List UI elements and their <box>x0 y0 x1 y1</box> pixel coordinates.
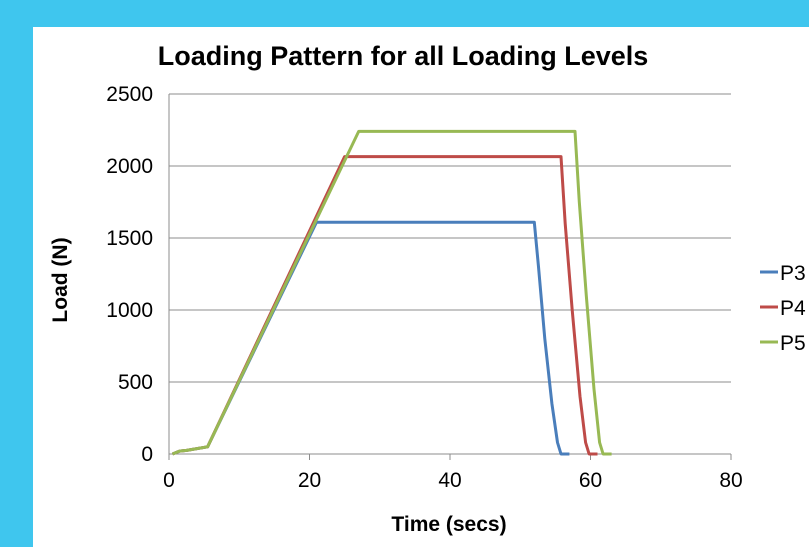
y-tick-label: 1000 <box>106 299 153 322</box>
y-tick-labels: 0 500 1000 1500 2000 2500 <box>106 83 153 466</box>
series-lines <box>171 129 612 456</box>
gridlines <box>169 93 731 383</box>
y-tick-label: 1500 <box>106 227 153 250</box>
x-tick-label: 80 <box>719 469 742 492</box>
x-tick-labels: 0 20 40 60 80 <box>163 469 743 492</box>
y-axis-label: Load (N) <box>49 237 72 322</box>
legend-label-p3: P3 <box>780 262 806 285</box>
chart-title: Loading Pattern for all Loading Levels <box>158 41 649 71</box>
y-tick-label: 500 <box>118 371 153 394</box>
x-tick-label: 0 <box>163 469 175 492</box>
x-axis-label: Time (secs) <box>391 513 506 536</box>
legend: P3 P4 P5 <box>760 262 806 355</box>
x-tick-label: 60 <box>579 469 602 492</box>
y-tick-label: 0 <box>141 443 153 466</box>
x-tick-label: 40 <box>438 469 461 492</box>
x-tick-label: 20 <box>298 469 321 492</box>
y-tick-label: 2500 <box>106 83 153 106</box>
legend-label-p4: P4 <box>780 297 806 320</box>
series-line-p4 <box>171 155 598 456</box>
series-line-p5 <box>171 129 612 456</box>
line-chart: Loading Pattern for all Loading Levels 0… <box>49 41 806 536</box>
legend-label-p5: P5 <box>780 332 806 355</box>
y-tick-label: 2000 <box>106 155 153 178</box>
axes <box>168 94 732 460</box>
series-line-p3 <box>171 220 570 456</box>
chart-panel: Loading Pattern for all Loading Levels 0… <box>33 27 809 547</box>
